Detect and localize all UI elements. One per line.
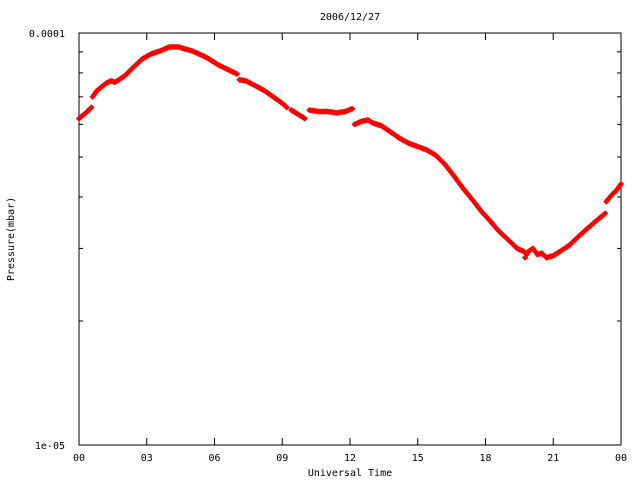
y-axis: 1e-05 0.0001 xyxy=(29,29,621,452)
data-series-pressure xyxy=(75,43,625,261)
y-tick-label: 1e-05 xyxy=(35,441,65,452)
x-tick-label: 03 xyxy=(141,453,153,464)
y-tick-label: 0.0001 xyxy=(29,29,65,40)
x-tick-label: 00 xyxy=(615,453,627,464)
x-axis-label: Universal Time xyxy=(308,468,392,479)
data-point xyxy=(88,104,95,111)
chart-title: 2006/12/27 xyxy=(320,12,380,23)
y-axis-label: Pressure(mbar) xyxy=(6,197,17,281)
x-tick-label: 09 xyxy=(276,453,288,464)
x-tick-label: 18 xyxy=(479,453,491,464)
x-tick-label: 06 xyxy=(208,453,220,464)
plot-frame xyxy=(78,32,622,446)
x-tick-label: 15 xyxy=(412,453,424,464)
x-tick-label: 12 xyxy=(344,453,356,464)
x-tick-label: 21 xyxy=(547,453,559,464)
x-axis: 00 03 06 09 12 15 18 21 00 xyxy=(73,33,627,464)
x-tick-label: 00 xyxy=(73,453,85,464)
data-point xyxy=(233,70,241,78)
